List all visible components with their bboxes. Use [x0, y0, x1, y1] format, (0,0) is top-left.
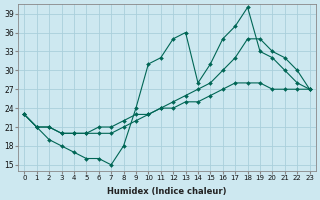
X-axis label: Humidex (Indice chaleur): Humidex (Indice chaleur) — [107, 187, 227, 196]
